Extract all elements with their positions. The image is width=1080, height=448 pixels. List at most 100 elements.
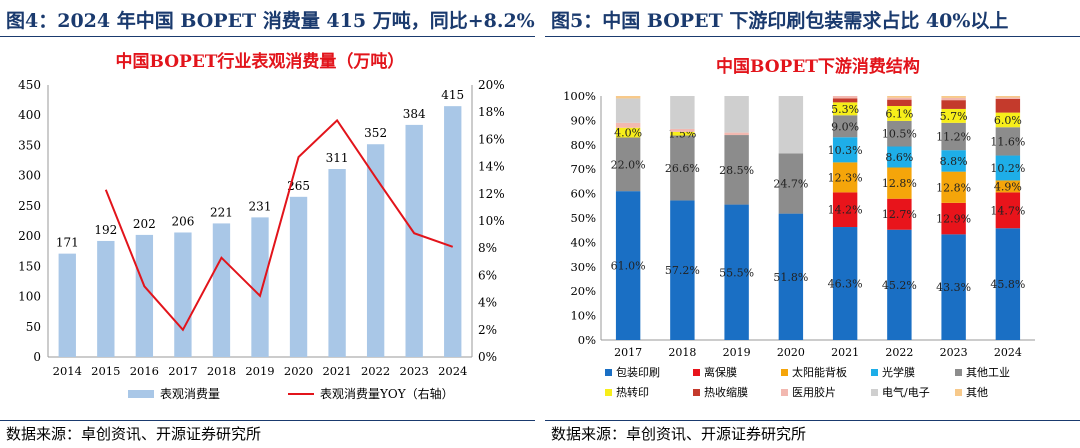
consumption-chart: 中国BOPET行业表观消费量（万吨） 0 50 100 150 200 250 300 350 4…	[18, 51, 505, 401]
segment-value-label: 45.2%	[882, 279, 917, 292]
legend-swatch	[605, 389, 612, 396]
y-tick-label: 100%	[563, 89, 596, 103]
legend-label: 包装印刷	[616, 366, 660, 379]
bar-value-label: 352	[364, 126, 387, 140]
segment-value-label: 26.6%	[665, 162, 700, 175]
segment-value-label: 12.8%	[882, 177, 917, 190]
stack-segment	[615, 191, 641, 340]
segment-value-label: 4.9%	[994, 180, 1022, 193]
stack-segment	[670, 135, 695, 201]
left-title-rule	[0, 36, 535, 37]
consumption-bar	[135, 234, 154, 357]
right-figure-title: 图5：中国 BOPET 下游印刷包装需求占比 40%以上	[551, 10, 1009, 32]
consumption-bar	[366, 144, 385, 357]
consumption-bar	[444, 106, 462, 358]
segment-value-label: 4.0%	[614, 127, 642, 140]
x-tick-label: 2021	[831, 346, 859, 359]
stack-segment	[778, 213, 804, 340]
legend-label: 热转印	[616, 385, 649, 399]
bar-value-label: 202	[133, 217, 156, 231]
stack-segment	[724, 135, 749, 205]
x-tick-label: 2023	[940, 346, 968, 359]
bar-value-label: 311	[326, 151, 349, 165]
segment-value-label: 11.6%	[990, 135, 1025, 148]
legend-swatch	[781, 369, 788, 376]
stack-segment	[778, 96, 804, 154]
stack-segment	[887, 167, 912, 199]
left-source-rule	[0, 420, 535, 421]
stack-segment	[615, 96, 641, 99]
consumption-bar	[58, 253, 76, 357]
legend-swatch	[955, 369, 962, 376]
right-y-tick-label: 8%	[478, 241, 497, 255]
legend-label: 其他工业	[966, 366, 1010, 379]
left-figure-panel: 图4：2024 年中国 BOPET 消费量 415 万吨，同比+8.2% 中国B…	[0, 0, 535, 448]
segment-value-label: 8.8%	[940, 155, 968, 168]
left-y-tick-label: 450	[18, 78, 41, 92]
legend-label: 医用胶片	[792, 385, 836, 399]
stack-segment	[887, 120, 912, 147]
left-y-tick-label: 150	[18, 259, 41, 273]
left-y-tick-label: 250	[18, 199, 41, 213]
y-tick-label: 60%	[570, 187, 596, 201]
y-tick-label: 70%	[570, 162, 596, 176]
segment-value-label: 10.5%	[882, 128, 917, 141]
stack-segment	[615, 122, 641, 128]
downstream-structure-chart: 中国BOPET下游消费结构 0% 10% 20% 30% 40% 50% 60% 70% 80% 9…	[563, 56, 1035, 399]
left-source-note: 数据来源：卓创资讯、开源证券研究所	[6, 425, 262, 443]
x-tick-label: 2022	[885, 346, 913, 359]
x-tick-label: 2019	[245, 364, 274, 378]
stack-segment	[995, 97, 1021, 99]
legend-bar-label: 表观消费量	[160, 387, 220, 401]
x-tick-label: 2019	[723, 346, 751, 359]
x-tick-label: 2024	[994, 346, 1022, 359]
y-tick-label: 80%	[570, 138, 596, 152]
consumption-bar	[328, 169, 346, 357]
stack-segment	[941, 150, 966, 172]
bar-value-label: 265	[287, 179, 310, 193]
right-y-tick-label: 0%	[478, 350, 497, 364]
segment-value-label: 22.0%	[611, 158, 646, 171]
x-tick-label: 2018	[668, 346, 696, 359]
segment-value-label: 10.2%	[990, 162, 1025, 175]
stack-segment	[724, 132, 749, 136]
stack-segment	[887, 99, 912, 107]
stack-segment	[887, 229, 912, 340]
legend-label: 太阳能背板	[792, 365, 847, 379]
stack-segment	[615, 137, 641, 192]
y-tick-label: 20%	[570, 284, 596, 298]
y-tick-label: 40%	[570, 235, 596, 249]
left-y-tick-label: 300	[18, 169, 41, 183]
left-figure-title: 图4：2024 年中国 BOPET 消费量 415 万吨，同比+8.2%	[6, 10, 535, 32]
bar-value-label: 206	[171, 214, 194, 228]
stack-segment	[941, 96, 966, 98]
segment-value-label: 5.3%	[831, 103, 859, 116]
bar-value-label: 231	[249, 199, 272, 213]
right-title-rule	[545, 36, 1080, 37]
stack-segment	[615, 98, 641, 123]
segment-value-label: 8.6%	[885, 151, 913, 164]
stack-segment	[941, 234, 966, 340]
stack-segment	[887, 97, 912, 100]
x-tick-label: 2016	[130, 364, 159, 378]
right-y-tick-label: 4%	[478, 296, 497, 310]
bar-value-label: 192	[94, 223, 117, 237]
stack-segment	[941, 171, 966, 203]
stack-segment	[887, 106, 912, 121]
segment-value-label: 46.3%	[828, 278, 863, 291]
legend-swatch	[693, 369, 700, 376]
stack-segment	[670, 200, 695, 340]
right-y-tick-label: 12%	[478, 187, 505, 201]
right-source-note: 数据来源：卓创资讯、开源证券研究所	[551, 425, 807, 443]
segment-value-label: 12.3%	[828, 171, 863, 184]
x-tick-label: 2014	[53, 364, 82, 378]
consumption-bar	[405, 124, 423, 357]
y-tick-label: 90%	[570, 113, 596, 127]
segment-value-label: 55.5%	[719, 266, 754, 279]
consumption-bar	[289, 196, 308, 357]
legend-label: 其他	[966, 386, 988, 399]
bar-value-label: 221	[210, 205, 233, 219]
stack-segment	[995, 96, 1021, 98]
right-figure-panel: 图5：中国 BOPET 下游印刷包装需求占比 40%以上 中国BOPET下游消费…	[545, 0, 1080, 448]
stack-segment	[995, 228, 1021, 340]
